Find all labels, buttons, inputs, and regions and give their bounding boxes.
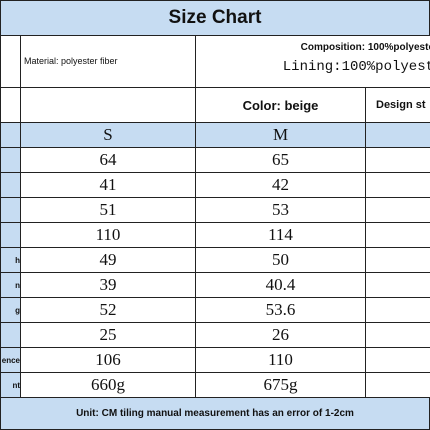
cell (365, 372, 430, 398)
title: Size Chart (0, 0, 430, 36)
cell (0, 122, 21, 148)
composition: Composition: 100%polyeste (300, 42, 430, 53)
size-value: 26 (195, 322, 366, 348)
column-header: S (20, 122, 196, 148)
cell (365, 347, 430, 373)
design: Design st (365, 87, 430, 123)
column-header: M (195, 122, 366, 148)
cell (365, 172, 430, 198)
footer-note: Unit: CM tiling manual measurement has a… (0, 397, 430, 430)
cell (365, 147, 430, 173)
row-label: ence (0, 347, 21, 373)
size-value: 65 (195, 147, 366, 173)
cell (365, 197, 430, 223)
row-label (0, 322, 21, 348)
row-label: g (0, 297, 21, 323)
cell (365, 297, 430, 323)
cell (365, 122, 430, 148)
color: Color: beige (195, 87, 366, 123)
size-value: 660g (20, 372, 196, 398)
size-value: 49 (20, 247, 196, 273)
size-value: 42 (195, 172, 366, 198)
size-value: 64 (20, 147, 196, 173)
row-label (0, 197, 21, 223)
lining: Lining:100%polyest (282, 59, 430, 75)
cell (365, 322, 430, 348)
row-label: nt (0, 372, 21, 398)
row-label (0, 147, 21, 173)
row-label (0, 172, 21, 198)
size-value: 25 (20, 322, 196, 348)
cell (0, 87, 21, 123)
cell (365, 272, 430, 298)
size-value: 110 (195, 347, 366, 373)
size-value: 53 (195, 197, 366, 223)
cell (20, 87, 196, 123)
size-value: 675g (195, 372, 366, 398)
material: Material: polyester fiber (20, 35, 196, 88)
size-value: 50 (195, 247, 366, 273)
row-label: h (0, 247, 21, 273)
composition-cell: Composition: 100%polyeste Lining:100%pol… (195, 35, 430, 88)
row-label (0, 222, 21, 248)
size-value: 39 (20, 272, 196, 298)
size-value: 110 (20, 222, 196, 248)
cell (0, 35, 21, 88)
size-value: 106 (20, 347, 196, 373)
row-label: n (0, 272, 21, 298)
size-value: 53.6 (195, 297, 366, 323)
size-value: 40.4 (195, 272, 366, 298)
size-value: 114 (195, 222, 366, 248)
size-value: 51 (20, 197, 196, 223)
size-value: 52 (20, 297, 196, 323)
cell (365, 222, 430, 248)
size-value: 41 (20, 172, 196, 198)
cell (365, 247, 430, 273)
